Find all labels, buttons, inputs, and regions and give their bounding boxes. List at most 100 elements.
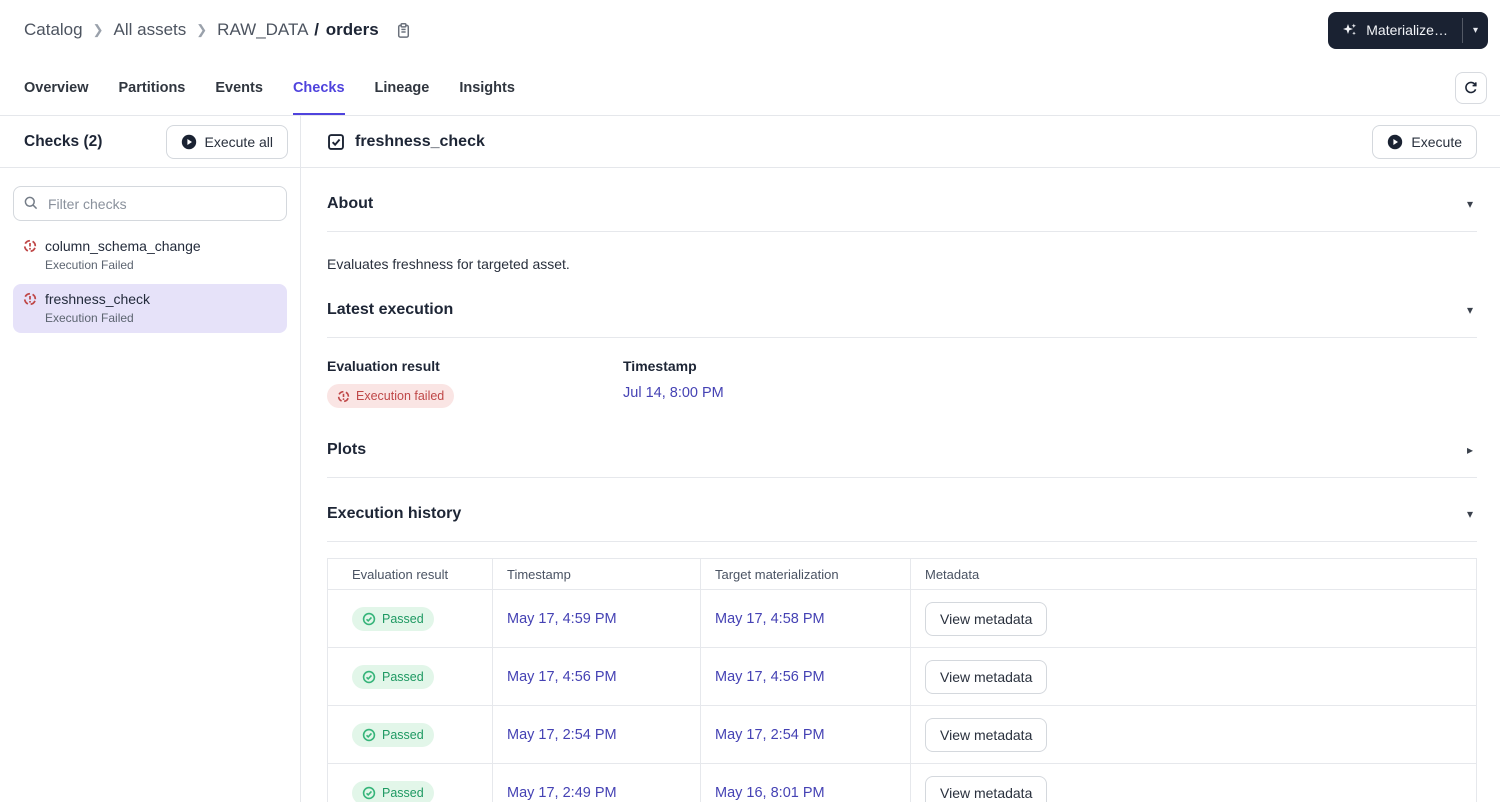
filter-checks-wrap: [13, 186, 287, 221]
view-metadata-button[interactable]: View metadata: [925, 601, 1048, 636]
about-section-header[interactable]: About ▾: [327, 168, 1477, 232]
caret-down-icon[interactable]: ▾: [1466, 197, 1473, 211]
execution-timestamp-link[interactable]: May 17, 4:56 PM: [507, 669, 617, 685]
tab-overview[interactable]: Overview: [24, 79, 89, 96]
check-detail-header: freshness_check Execute: [301, 116, 1500, 168]
caret-right-icon[interactable]: ▸: [1466, 443, 1473, 457]
check-status: Execution Failed: [45, 258, 134, 272]
materialize-dropdown-button[interactable]: ▾: [1463, 12, 1488, 49]
target-materialization-link[interactable]: May 16, 8:01 PM: [715, 785, 825, 801]
evaluation-result-label: Evaluation result: [327, 358, 440, 374]
breadcrumb-asset: RAW_DATA / orders: [217, 20, 379, 40]
checks-sidebar: Checks (2) Execute all: [0, 116, 301, 802]
tab-insights[interactable]: Insights: [459, 79, 515, 96]
execution-timestamp-link[interactable]: May 17, 2:54 PM: [507, 727, 617, 743]
target-materialization-link[interactable]: May 17, 2:54 PM: [715, 727, 825, 743]
plots-heading: Plots: [327, 441, 367, 458]
execution-history-table: Evaluation result Timestamp Target mater…: [327, 558, 1477, 802]
column-header-timestamp: Timestamp: [492, 558, 701, 590]
tab-events[interactable]: Events: [215, 79, 263, 96]
sparkle-icon: [1342, 22, 1358, 38]
chevron-right-icon: ❯: [92, 22, 104, 37]
execute-button[interactable]: Execute: [1372, 124, 1477, 159]
about-description: Evaluates freshness for targeted asset.: [327, 256, 570, 272]
about-heading: About: [327, 195, 374, 212]
breadcrumb: Catalog ❯ All assets ❯ RAW_DATA / orders: [24, 20, 412, 40]
execution-failed-icon: [23, 292, 37, 306]
passed-badge-label: Passed: [382, 727, 424, 742]
view-metadata-button[interactable]: View metadata: [925, 717, 1048, 752]
passed-badge-label: Passed: [382, 611, 424, 626]
check-circle-icon: [362, 670, 376, 684]
view-metadata-button[interactable]: View metadata: [925, 659, 1048, 694]
refresh-button[interactable]: [1455, 71, 1487, 104]
breadcrumb-slash: /: [314, 20, 320, 39]
breadcrumb-all-assets[interactable]: All assets: [113, 20, 187, 39]
check-item-column-schema-change[interactable]: column_schema_change Execution Failed: [13, 231, 287, 280]
materialize-button[interactable]: Materialize…: [1328, 12, 1462, 49]
check-circle-icon: [362, 728, 376, 742]
button-divider: [1461, 17, 1463, 43]
tab-partitions[interactable]: Partitions: [118, 79, 186, 96]
filter-checks-input[interactable]: [13, 186, 287, 221]
caret-down-icon[interactable]: ▾: [1466, 507, 1473, 521]
table-row: Passed May 17, 2:49 PM May 16, 8:01 PM V…: [327, 763, 1477, 802]
breadcrumb-catalog[interactable]: Catalog: [24, 20, 83, 39]
table-header-row: Evaluation result Timestamp Target mater…: [327, 558, 1477, 590]
top-header: Catalog ❯ All assets ❯ RAW_DATA / orders: [0, 0, 1500, 60]
execution-history-section-header[interactable]: Execution history ▾: [327, 478, 1477, 542]
tab-checks[interactable]: Checks: [292, 60, 345, 115]
execution-failed-badge: Execution failed: [327, 384, 455, 408]
table-row: Passed May 17, 2:54 PM May 17, 2:54 PM V…: [327, 705, 1477, 764]
check-name: column_schema_change: [45, 238, 201, 254]
refresh-icon: [1463, 80, 1479, 96]
table-row: Passed May 17, 4:56 PM May 17, 4:56 PM V…: [327, 647, 1477, 706]
asset-group-name[interactable]: RAW_DATA: [217, 20, 308, 39]
latest-execution-details: Evaluation result Execution failed: [327, 358, 1477, 408]
column-header-metadata: Metadata: [910, 558, 1477, 590]
execution-timestamp-link[interactable]: May 17, 4:59 PM: [507, 611, 617, 627]
check-item-freshness-check[interactable]: freshness_check Execution Failed: [13, 284, 287, 333]
tab-lineage[interactable]: Lineage: [374, 79, 430, 96]
check-title: freshness_check: [355, 132, 485, 150]
search-icon: [23, 195, 39, 216]
asset-name: orders: [325, 20, 379, 39]
column-header-evaluation-result: Evaluation result: [327, 558, 493, 590]
check-circle-icon: [362, 612, 376, 626]
play-circle-icon: [181, 134, 197, 150]
passed-badge-label: Passed: [382, 669, 424, 684]
execution-failed-icon: [23, 239, 37, 253]
latest-execution-section-header[interactable]: Latest execution ▾: [327, 274, 1477, 338]
execution-failed-icon: [337, 390, 350, 403]
execute-all-label: Execute all: [204, 133, 273, 150]
caret-down-icon: ▾: [1472, 24, 1478, 36]
caret-down-icon[interactable]: ▾: [1466, 303, 1473, 317]
execution-timestamp-link[interactable]: May 17, 2:49 PM: [507, 785, 617, 801]
check-name: freshness_check: [45, 291, 151, 307]
tabs-row: Overview Partitions Events Checks Lineag…: [0, 60, 1500, 116]
check-square-icon: [327, 133, 345, 151]
chevron-right-icon: ❯: [196, 22, 208, 37]
copy-icon[interactable]: [395, 22, 412, 39]
column-header-target-materialization: Target materialization: [700, 558, 911, 590]
latest-timestamp-link[interactable]: Jul 14, 8:00 PM: [623, 385, 724, 401]
play-circle-icon: [1387, 134, 1403, 150]
target-materialization-link[interactable]: May 17, 4:56 PM: [715, 669, 825, 685]
execution-history-heading: Execution history: [327, 505, 462, 522]
passed-badge: Passed: [352, 606, 434, 631]
check-circle-icon: [362, 786, 376, 800]
check-detail-panel: freshness_check Execute About ▾ Evaluate…: [301, 116, 1500, 802]
passed-badge-label: Passed: [382, 785, 424, 800]
passed-badge: Passed: [352, 780, 434, 802]
timestamp-label: Timestamp: [623, 358, 697, 374]
passed-badge: Passed: [352, 664, 434, 689]
target-materialization-link[interactable]: May 17, 4:58 PM: [715, 611, 825, 627]
plots-section-header[interactable]: Plots ▸: [327, 414, 1477, 478]
materialize-split-button: Materialize… ▾: [1328, 11, 1488, 49]
asset-tabs: Overview Partitions Events Checks Lineag…: [24, 60, 515, 115]
passed-badge: Passed: [352, 722, 434, 747]
view-metadata-button[interactable]: View metadata: [925, 775, 1048, 802]
sidebar-header: Checks (2) Execute all: [0, 116, 300, 168]
materialize-label: Materialize…: [1366, 22, 1448, 38]
execute-all-button[interactable]: Execute all: [165, 124, 288, 159]
